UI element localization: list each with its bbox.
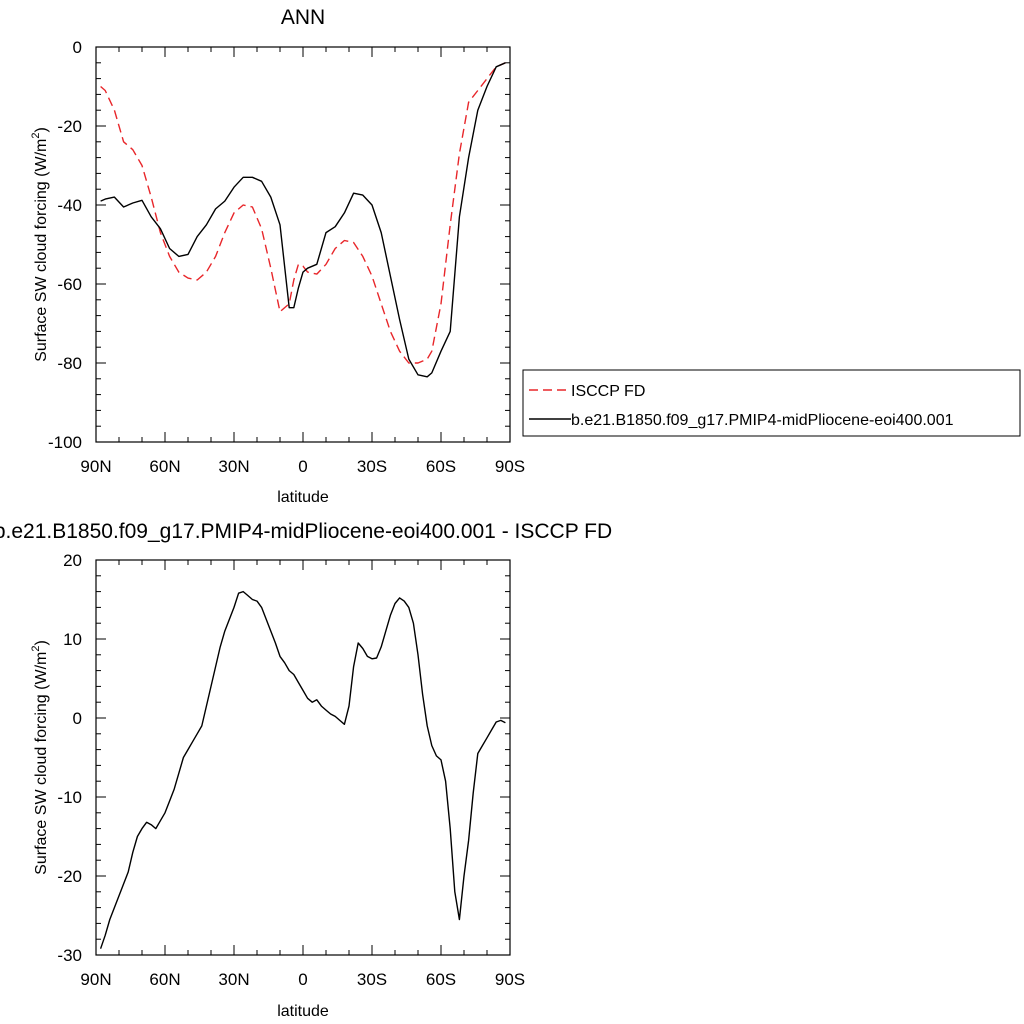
plot-frame — [95, 46, 511, 443]
legend: ISCCP FD b.e21.B1850.f09_g17.PMIP4-midPli… — [522, 369, 1021, 437]
y-axis-title: Surface SW cloud forcing (W/m2) — [30, 640, 50, 875]
y-axis-title-superscript: 2 — [30, 133, 42, 139]
x-axis-title: latitude — [277, 489, 329, 506]
x-tick-label: 0 — [298, 970, 307, 989]
y-tick-label: -100 — [48, 433, 82, 452]
chart-annual-cloud-forcing: ANN latitude Surface SW cloud forcing (W… — [30, 6, 1021, 506]
x-tick-label: 90S — [495, 970, 525, 989]
plot-area: 90N 60N 30N 0 30S 60S 90S 0 -20 -40 -60 -80 -100 — [48, 38, 525, 476]
y-tick-label: 10 — [63, 630, 82, 649]
x-tick-label: 60N — [149, 970, 180, 989]
series-line-0 — [100, 62, 506, 364]
x-axis-title: latitude — [277, 1003, 329, 1020]
y-axis-title-tail: ) — [33, 640, 50, 645]
plot-area: 90N 60N 30N 0 30S 60S 90S 20 10 0 -10 -20 -30 — [57, 551, 525, 989]
series-line-1 — [100, 62, 506, 378]
y-tick-label: -20 — [57, 117, 82, 136]
y-tick-label: -30 — [57, 946, 82, 965]
y-tick-label: -60 — [57, 275, 82, 294]
x-tick-label: 30N — [218, 457, 249, 476]
x-tick-label: 60S — [426, 970, 456, 989]
y-axis-title-tail: ) — [33, 127, 50, 132]
x-tick-label: 30S — [357, 970, 387, 989]
y-tick-label: 20 — [63, 551, 82, 570]
y-tick-label: -10 — [57, 788, 82, 807]
y-axis-title-superscript: 2 — [30, 646, 42, 652]
x-tick-label: 30S — [357, 457, 387, 476]
y-tick-label: 0 — [73, 38, 82, 57]
chart-title: b.e21.B1850.f09_g17.PMIP4-midPliocene-eo… — [0, 520, 612, 543]
y-tick-label: 0 — [73, 709, 82, 728]
y-tick-label: -80 — [57, 354, 82, 373]
series-line-0 — [99, 590, 506, 949]
legend-box — [522, 369, 1021, 437]
chart-title: ANN — [281, 6, 325, 29]
x-tick-label: 90N — [80, 970, 111, 989]
x-tick-label: 90N — [80, 457, 111, 476]
x-tick-label: 0 — [298, 457, 307, 476]
legend-label: ISCCP FD — [571, 383, 645, 400]
y-axis-title-main: Surface SW cloud forcing (W/m — [33, 139, 50, 362]
y-tick-label: -40 — [57, 196, 82, 215]
y-tick-label: -20 — [57, 867, 82, 886]
legend-label: b.e21.B1850.f09_g17.PMIP4-midPliocene-eo… — [571, 412, 954, 429]
y-axis-title-main: Surface SW cloud forcing (W/m — [33, 652, 50, 875]
x-tick-label: 60N — [149, 457, 180, 476]
plot-frame — [95, 559, 511, 956]
x-tick-label: 90S — [495, 457, 525, 476]
chart-difference: b.e21.B1850.f09_g17.PMIP4-midPliocene-eo… — [0, 520, 612, 1020]
x-tick-label: 30N — [218, 970, 249, 989]
y-axis-title: Surface SW cloud forcing (W/m2) — [30, 127, 50, 362]
x-tick-label: 60S — [426, 457, 456, 476]
